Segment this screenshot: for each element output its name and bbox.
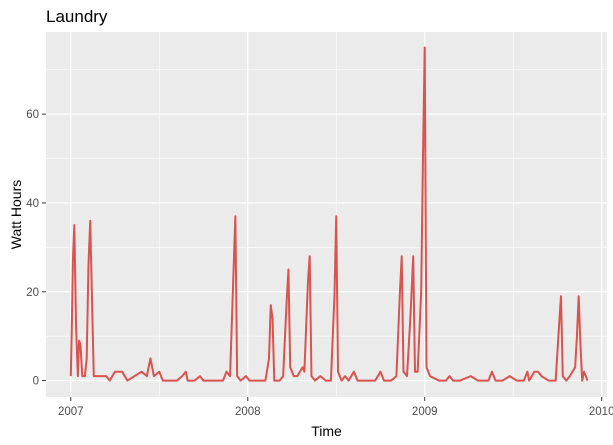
y-tick-label: 0 [33,376,39,388]
plot-panel [46,32,607,397]
y-tick-label: 60 [26,109,39,121]
chart-title: Laundry [46,7,108,26]
x-axis-ticks: 2007 2008 2009 2010 [58,397,613,418]
y-tick-label: 20 [26,287,39,299]
major-gridlines [46,32,607,397]
x-tick-label: 2009 [412,406,438,418]
series-line [69,46,589,382]
x-tick-label: 2010 [589,406,613,418]
y-axis-ticks: 0 20 40 60 [26,109,46,388]
y-axis-title: Watt Hours [8,180,24,250]
y-tick-label: 40 [26,198,39,210]
x-axis-title: Time [311,423,342,439]
minor-gridlines [46,32,607,397]
x-tick-label: 2008 [235,406,261,418]
x-tick-label: 2007 [58,406,84,418]
